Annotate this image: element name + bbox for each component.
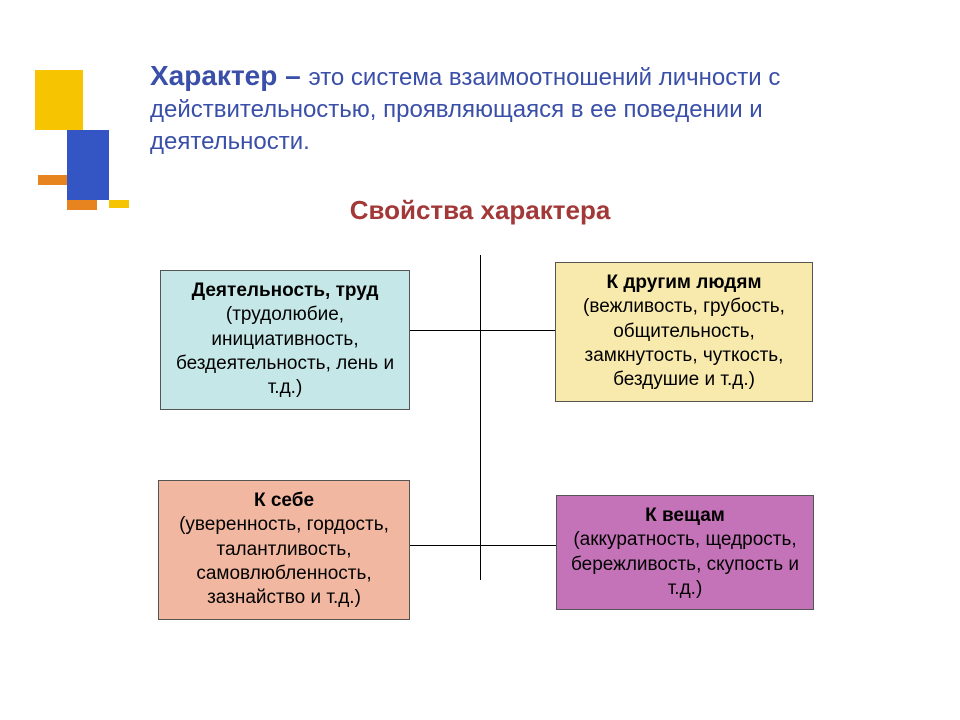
box-others: К другим людям (вежливость, грубость, об… xyxy=(555,262,813,402)
connector-vertical xyxy=(480,255,481,580)
box-activity-title: Деятельность, труд xyxy=(192,280,379,301)
box-self-title: К себе xyxy=(254,490,314,511)
box-activity: Деятельность, труд (трудолюбие, инициати… xyxy=(160,270,410,410)
box-others-body: (вежливость, грубость, общительность, за… xyxy=(583,296,785,390)
subtitle: Свойства характера xyxy=(0,195,960,226)
box-things: К вещам (аккуратность, щедрость, бережли… xyxy=(556,495,814,610)
box-others-title: К другим людям xyxy=(606,272,761,293)
box-things-title: К вещам xyxy=(645,505,725,526)
header-definition: Характер – это система взаимоотношений л… xyxy=(150,58,870,157)
connector-horizontal-bottom xyxy=(408,545,558,546)
corner-decoration xyxy=(35,70,135,215)
box-self-body: (уверенность, гордость, талантливость, с… xyxy=(179,514,389,608)
deco-rect-yellow xyxy=(35,70,83,130)
header-title: Характер – xyxy=(150,60,308,91)
diagram-container: Деятельность, труд (трудолюбие, инициати… xyxy=(0,255,960,685)
deco-rect-blue xyxy=(67,130,109,200)
deco-rect-orange-top xyxy=(38,175,68,185)
box-self: К себе (уверенность, гордость, талантлив… xyxy=(158,480,410,620)
box-things-body: (аккуратность, щедрость, бережливость, с… xyxy=(571,529,799,599)
box-activity-body: (трудолюбие, инициативность, бездеятельн… xyxy=(176,304,394,398)
connector-horizontal-top xyxy=(408,330,558,331)
